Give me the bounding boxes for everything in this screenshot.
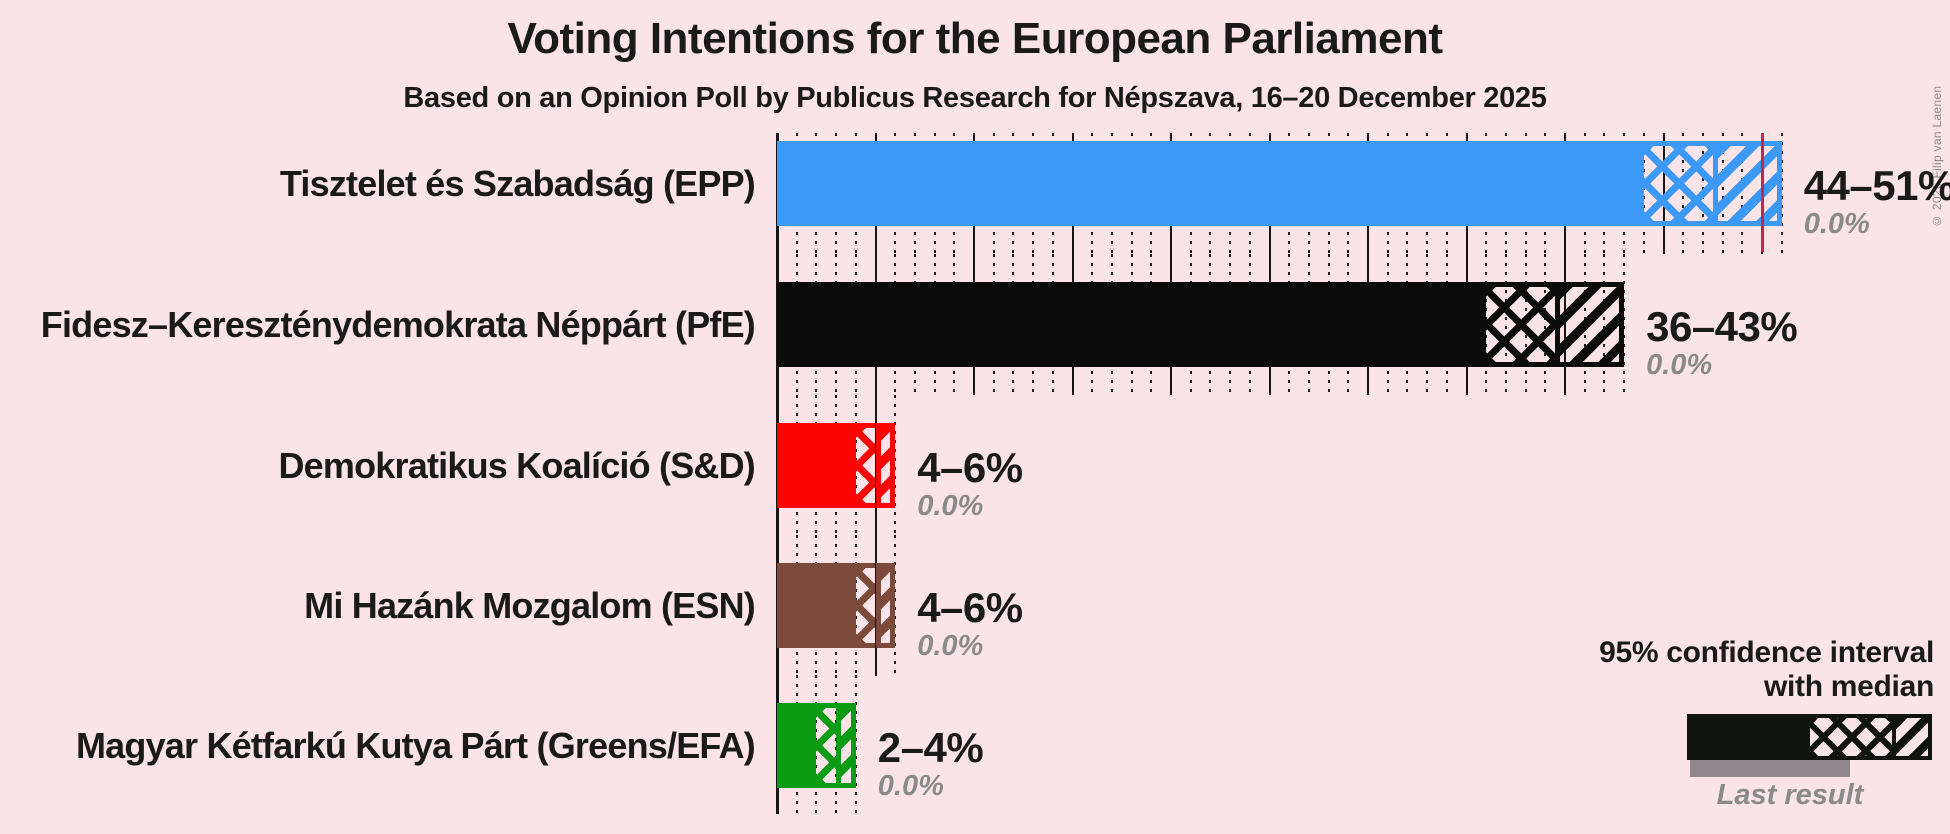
dotted-gridline	[1623, 254, 1626, 395]
legend-ci-line2: with median	[1763, 670, 1934, 703]
last-result-value: 0.0%	[877, 770, 944, 802]
poll-bar	[777, 141, 1782, 226]
poll-bar	[777, 563, 896, 648]
bar-crosshatch-section	[1643, 141, 1713, 226]
legend-last-result-label: Last result	[1716, 779, 1864, 811]
legend-sample-bar	[1687, 714, 1932, 760]
bar-diagonal-section	[1712, 141, 1782, 226]
party-label: Mi Hazánk Mozgalom (ESN)	[304, 584, 756, 626]
last-result-value: 0.0%	[1803, 208, 1870, 240]
ci-range-label: 44–51%	[1803, 162, 1950, 209]
poll-bar	[777, 703, 856, 788]
last-result-value: 0.0%	[917, 490, 984, 522]
bar-solid-section	[777, 563, 856, 648]
ci-range-label: 2–4%	[877, 724, 984, 771]
bar-crosshatch-section	[855, 423, 876, 508]
legend-ci-label: 95% confidence interval with median	[1334, 636, 1934, 704]
bar-solid-section	[777, 282, 1487, 367]
bar-diagonal-section	[836, 703, 856, 788]
legend-solid-section	[1687, 714, 1810, 760]
legend-diagonal-section	[1892, 714, 1932, 760]
ci-range-label: 4–6%	[917, 444, 1023, 491]
legend-crosshatch-section	[1810, 714, 1892, 760]
dotted-gridline	[854, 675, 857, 814]
bar-crosshatch-section	[855, 563, 876, 648]
dotted-gridline	[894, 395, 897, 536]
bar-solid-section	[777, 423, 856, 508]
bar-diagonal-section	[875, 423, 896, 508]
chart-subtitle: Based on an Opinion Poll by Publicus Res…	[403, 82, 1547, 114]
bar-crosshatch-section	[816, 703, 837, 788]
bar-diagonal-section	[1555, 282, 1625, 367]
party-label: Magyar Kétfarkú Kutya Párt (Greens/EFA)	[75, 724, 756, 766]
bar-solid-section	[777, 703, 817, 788]
majority-line	[1761, 133, 1764, 252]
ci-range-label: 36–43%	[1646, 303, 1798, 350]
last-result-value: 0.0%	[1646, 349, 1713, 381]
party-label: Fidesz–Kereszténydemokrata Néppárt (PfE)	[40, 303, 756, 345]
legend-last-result-bar	[1690, 760, 1850, 777]
party-label: Tisztelet és Szabadság (EPP)	[279, 162, 756, 204]
dotted-gridline	[894, 535, 897, 676]
party-label: Demokratikus Koalíció (S&D)	[278, 444, 755, 486]
bar-diagonal-section	[875, 563, 896, 648]
dotted-gridline	[1780, 133, 1783, 254]
chart-title: Voting Intentions for the European Parli…	[507, 14, 1443, 63]
poll-bar	[777, 282, 1625, 367]
poll-bar	[777, 423, 896, 508]
legend-ci-line1: 95% confidence interval	[1599, 636, 1934, 669]
bar-crosshatch-section	[1486, 282, 1556, 367]
bar-solid-section	[777, 141, 1644, 226]
ci-range-label: 4–6%	[917, 584, 1023, 631]
last-result-value: 0.0%	[917, 630, 984, 662]
